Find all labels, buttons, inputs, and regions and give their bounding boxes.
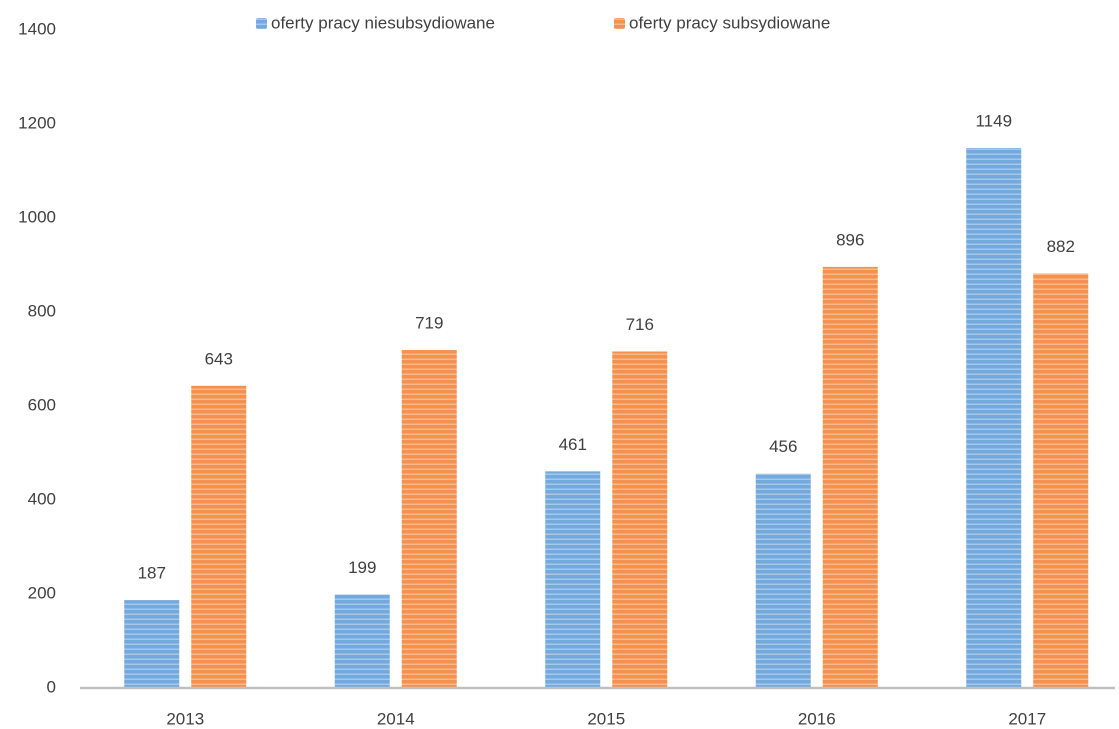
x-tick-label: 2013 bbox=[166, 709, 204, 728]
y-tick-label: 1200 bbox=[18, 113, 56, 132]
data-label: 643 bbox=[205, 349, 233, 368]
bar bbox=[334, 594, 390, 688]
y-tick-label: 600 bbox=[28, 395, 56, 414]
y-tick-label: 200 bbox=[28, 583, 56, 602]
legend-marker bbox=[614, 18, 625, 29]
data-label: 719 bbox=[415, 314, 443, 333]
data-label: 461 bbox=[559, 435, 587, 454]
data-label: 896 bbox=[836, 230, 864, 249]
x-tick-label: 2015 bbox=[587, 709, 625, 728]
bar bbox=[191, 385, 247, 688]
data-label: 882 bbox=[1047, 237, 1075, 256]
data-label: 716 bbox=[626, 315, 654, 334]
y-tick-label: 400 bbox=[28, 489, 56, 508]
y-tick-label: 0 bbox=[47, 677, 56, 696]
bar bbox=[966, 147, 1022, 689]
bar bbox=[612, 351, 668, 688]
y-tick-label: 800 bbox=[28, 301, 56, 320]
bar bbox=[1033, 273, 1089, 688]
y-tick-label: 1000 bbox=[18, 207, 56, 226]
x-tick-label: 2014 bbox=[377, 709, 415, 728]
data-label: 187 bbox=[138, 564, 166, 583]
data-label: 456 bbox=[769, 437, 797, 456]
bar bbox=[124, 600, 180, 688]
bar bbox=[755, 473, 811, 688]
legend-label: oferty pracy niesubsydiowane bbox=[271, 13, 495, 32]
bar bbox=[822, 266, 878, 688]
y-tick-label: 1400 bbox=[18, 19, 56, 38]
x-tick-label: 2016 bbox=[798, 709, 836, 728]
legend-marker bbox=[256, 18, 267, 29]
data-label: 1149 bbox=[975, 111, 1012, 130]
bar bbox=[401, 350, 457, 688]
legend-label: oferty pracy subsydiowane bbox=[629, 13, 830, 32]
x-tick-label: 2017 bbox=[1008, 709, 1046, 728]
bar bbox=[545, 471, 601, 688]
data-label: 199 bbox=[348, 558, 376, 577]
